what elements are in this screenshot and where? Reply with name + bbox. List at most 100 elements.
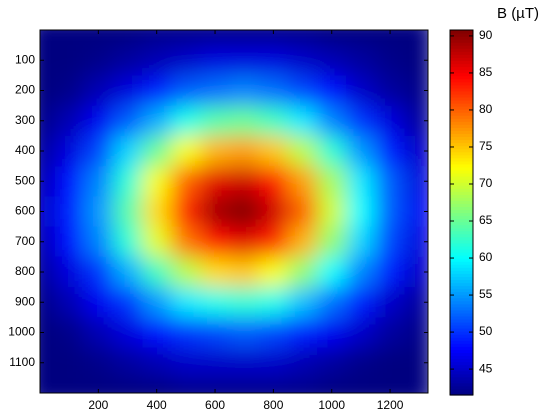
heatmap-cell — [346, 377, 376, 393]
colorbar-swatch — [450, 270, 473, 274]
heatmap-cell — [83, 287, 114, 318]
heatmap-cell — [346, 347, 376, 379]
colorbar-swatch — [450, 385, 473, 390]
heatmap-cell — [375, 256, 406, 288]
heatmap-cell — [83, 166, 114, 197]
heatmap-cell — [317, 256, 347, 288]
heatmap-cell — [258, 166, 289, 197]
heatmap-cell — [200, 166, 231, 197]
x-tick-label: 600 — [205, 398, 225, 412]
colorbar-swatch — [450, 191, 473, 195]
colorbar-swatch — [450, 197, 473, 201]
heatmap-cell — [83, 135, 114, 167]
heatmap-cell — [287, 317, 318, 349]
colorbar-swatch — [450, 209, 473, 214]
heatmap-cell — [404, 226, 428, 258]
colorbar-swatch — [450, 148, 473, 153]
colorbar-swatch — [450, 233, 473, 238]
colorbar-swatch — [450, 291, 473, 296]
colorbar-swatch — [450, 279, 473, 284]
y-tick-label: 600 — [15, 204, 35, 218]
colorbar: 45 50 55 60 65 70 75 80 85 90 — [449, 28, 493, 396]
colorbar-swatch — [450, 285, 473, 290]
colorbar-swatch — [450, 294, 473, 299]
heatmap-cell — [54, 256, 85, 288]
colorbar-swatch — [450, 349, 473, 354]
heatmap-cell — [287, 135, 318, 167]
colorbar-swatch — [450, 33, 473, 37]
heatmap-cell — [404, 30, 428, 46]
heatmap-cell — [112, 287, 143, 318]
heatmap-cell — [287, 75, 318, 107]
heatmap-cell — [404, 196, 428, 228]
heatmap-cell — [287, 166, 318, 197]
y-tick-label: 300 — [15, 113, 35, 127]
heatmap-cell — [258, 75, 289, 107]
heatmap-cell — [258, 105, 289, 137]
colorbar-swatch — [450, 75, 473, 80]
colorbar-swatch — [450, 355, 473, 360]
heatmap-cell — [54, 226, 85, 258]
heatmap-cell — [346, 75, 376, 107]
heatmap-cell — [375, 135, 406, 167]
colorbar-swatch — [450, 343, 473, 347]
heatmap-cell — [287, 256, 318, 288]
colorbar-swatch — [450, 106, 473, 110]
heatmap-cell — [112, 75, 143, 107]
heatmap-cell — [142, 377, 172, 393]
colorbar-swatch — [450, 364, 473, 369]
heatmap-cell — [229, 226, 260, 258]
heatmap-cell — [142, 166, 172, 197]
heatmap-cell — [258, 30, 289, 46]
colorbar-swatch — [450, 352, 473, 357]
heatmap-cell — [258, 317, 289, 349]
heatmap-cell — [171, 75, 201, 107]
colorbar-swatch — [450, 139, 473, 144]
colorbar-swatch — [450, 109, 473, 113]
heatmap-cell — [346, 287, 376, 318]
heatmap-cell — [317, 317, 347, 349]
x-tick-label: 800 — [263, 398, 283, 412]
heatmap-cell — [229, 347, 260, 379]
colorbar-swatch — [450, 361, 473, 366]
heatmap-cell — [40, 256, 56, 288]
colorbar-swatch — [450, 142, 473, 147]
heatmap-cell — [258, 347, 289, 379]
colorbar-swatch — [450, 118, 473, 122]
colorbar-swatch — [450, 252, 473, 256]
heatmap-cell — [317, 75, 347, 107]
heatmap-cell — [142, 105, 172, 137]
heatmap-cell — [200, 317, 231, 349]
heatmap-cell — [375, 45, 406, 76]
y-tick-label: 500 — [15, 173, 35, 187]
heatmap-cell — [142, 75, 172, 107]
heatmap-cell — [171, 256, 201, 288]
heatmap-cell — [287, 196, 318, 228]
heatmap-cell — [112, 30, 143, 46]
colorbar-swatch — [450, 84, 473, 89]
heatmap-cell — [404, 317, 428, 349]
heatmap-cell — [40, 347, 56, 379]
colorbar-swatch — [450, 179, 473, 183]
colorbar-swatch — [450, 203, 473, 208]
heatmap-cell — [83, 317, 114, 349]
heatmap-cell — [112, 377, 143, 393]
heatmap-cell — [229, 317, 260, 349]
heatmap-cell — [229, 377, 260, 393]
heatmap-cell — [404, 347, 428, 379]
heatmap-cell — [375, 377, 406, 393]
heatmap-cell — [346, 196, 376, 228]
heatmap-cell — [346, 226, 376, 258]
colorbar-swatch — [450, 218, 473, 223]
heatmap-cell — [171, 377, 201, 393]
heatmap-cell — [83, 226, 114, 258]
heatmap-cell — [40, 30, 56, 46]
heatmap-cell — [258, 377, 289, 393]
colorbar-swatch — [450, 224, 473, 229]
colorbar-swatch — [450, 93, 473, 98]
heatmap-cell — [317, 166, 347, 197]
colorbar-swatch — [450, 30, 473, 34]
heatmap-cell — [40, 317, 56, 349]
heatmap-cell — [171, 196, 201, 228]
colorbar-swatch — [450, 328, 473, 332]
